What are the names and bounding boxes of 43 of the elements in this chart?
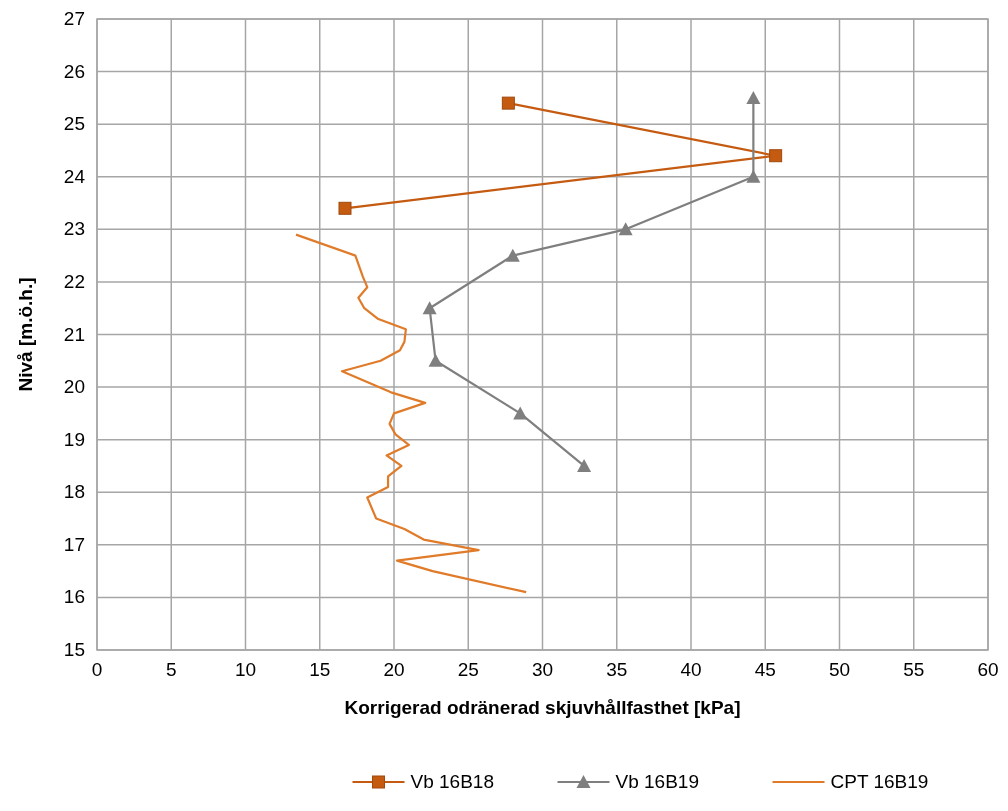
- x-tick-label: 55: [903, 659, 925, 680]
- x-tick-label: 5: [165, 659, 177, 680]
- point: [428, 353, 443, 367]
- legend-label: Vb 16B18: [410, 771, 494, 792]
- y-tick-label: 23: [63, 218, 85, 240]
- x-tick-label: 25: [457, 659, 479, 680]
- x-tick-label: 10: [234, 659, 257, 680]
- x-tick-label: 15: [309, 659, 331, 680]
- point: [513, 406, 528, 420]
- x-tick-label: 30: [531, 659, 554, 680]
- point: [618, 222, 633, 236]
- x-axis-title: Korrigerad odränerad skjuvhållfasthet [kPa]: [344, 697, 741, 718]
- line-series: [294, 233, 528, 594]
- x-tick-label: 45: [754, 659, 776, 680]
- point: [422, 301, 437, 315]
- y-axis-title: Nivå [m.ö.h.]: [15, 277, 36, 392]
- y-tick-label: 19: [63, 428, 85, 450]
- y-tick-label: 16: [63, 586, 85, 608]
- x-tick-label: 0: [91, 659, 103, 680]
- x-tick-label: 35: [606, 659, 628, 680]
- x-tick-label: 60: [977, 659, 999, 680]
- y-tick-label: 20: [63, 376, 85, 398]
- point: [501, 96, 515, 110]
- y-tick-label: 21: [63, 323, 85, 345]
- y-tick-label: 15: [63, 639, 85, 660]
- point: [577, 458, 592, 472]
- legend-label: CPT 16B19: [830, 771, 929, 792]
- legend-label: Vb 16B19: [615, 771, 699, 792]
- y-tick-label: 25: [63, 113, 85, 135]
- y-tick-label: 26: [63, 60, 85, 82]
- point: [746, 169, 761, 183]
- y-tick-label: 17: [63, 533, 85, 555]
- x-tick-label: 40: [680, 659, 702, 680]
- y-tick-label: 24: [63, 165, 86, 187]
- x-tick-label: 50: [828, 659, 851, 680]
- point: [746, 90, 761, 104]
- x-tick-label: 20: [383, 659, 405, 680]
- y-tick-label: 22: [63, 270, 85, 292]
- y-tick-label: 18: [63, 481, 85, 503]
- point: [338, 201, 352, 215]
- point: [505, 248, 520, 262]
- y-tick-label: 27: [63, 8, 85, 29]
- point: [769, 149, 783, 163]
